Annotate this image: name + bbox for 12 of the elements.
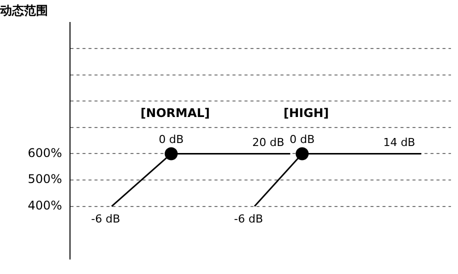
text: [NORMAL] [140, 106, 210, 120]
annotation: -6 dB [91, 212, 120, 226]
y-tick-label: 500% [28, 172, 62, 186]
annotation: 20 dB [252, 136, 284, 150]
text: [HIGH] [283, 106, 329, 120]
annotation: 0 dB [290, 133, 315, 146]
annotation: -6 dB [234, 212, 264, 226]
y-tick-label: 400% [28, 198, 62, 212]
annotation: 0 dB [158, 133, 184, 146]
chart-title: 动态范围 [0, 3, 48, 18]
annotation: 14 dB [383, 136, 416, 150]
y-tick-label: 600% [28, 146, 62, 160]
